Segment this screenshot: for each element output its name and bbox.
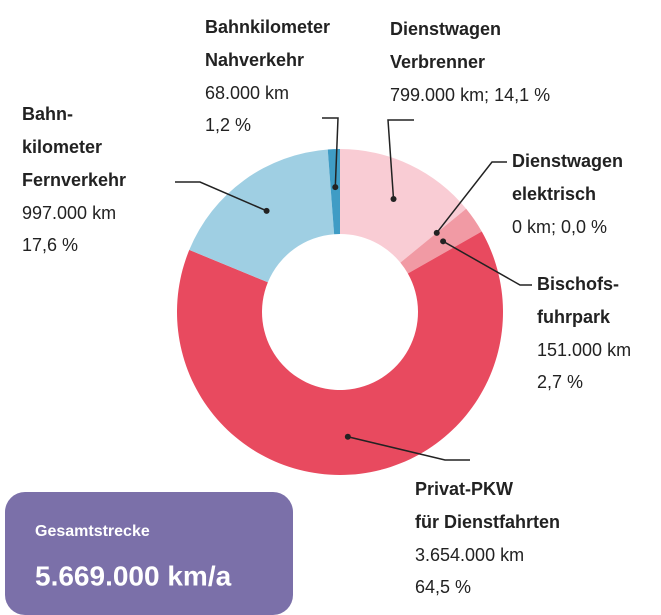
leader-dot [440,238,447,245]
category-label: Bischofs- [537,274,619,294]
value-label: 0 km; 0,0 % [512,217,607,237]
value-label: 64,5 % [415,577,471,597]
category-label: kilometer [22,137,102,157]
category-label: Bahnkilometer [205,17,330,37]
leader-line [175,181,267,212]
value-label: 3.654.000 km [415,545,524,565]
value-label: 997.000 km [22,203,116,223]
leader-line [347,436,470,461]
total-box [5,492,293,615]
slice [177,231,503,475]
category-label: Bahn- [22,104,73,124]
category-label: für Dienstfahrten [415,512,560,532]
value-label: 17,6 % [22,235,78,255]
category-label: elektrisch [512,184,596,204]
leader-dot [433,229,440,236]
category-label: Privat-PKW [415,479,513,499]
value-label: 2,7 % [537,372,583,392]
total-value: 5.669.000 km/a [35,560,232,591]
leader-dot [332,184,339,191]
leader-line [387,119,414,200]
category-label: Verbrenner [390,52,485,72]
category-label: Dienstwagen [390,19,501,39]
value-label: 1,2 % [205,115,251,135]
value-label: 68.000 km [205,83,289,103]
leader-line [436,161,507,234]
slice [189,149,335,283]
leader-line [442,240,532,286]
leader-dot [390,196,397,203]
slice [327,149,340,235]
total-label: Gesamtstrecke [35,523,150,540]
category-label: Nahverkehr [205,50,304,70]
leader-dot [263,207,270,214]
category-label: fuhrpark [537,307,611,327]
category-label: Fernverkehr [22,170,126,190]
leader-dot [344,433,351,440]
category-label: Dienstwagen [512,151,623,171]
value-label: 151.000 km [537,340,631,360]
value-label: 799.000 km; 14,1 % [390,85,550,105]
leader-line [322,117,339,188]
